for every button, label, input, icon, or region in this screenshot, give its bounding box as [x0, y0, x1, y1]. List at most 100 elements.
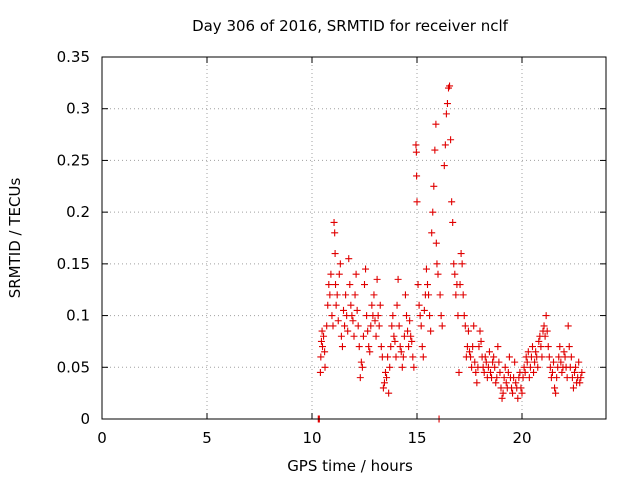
data-point — [481, 353, 489, 361]
data-point — [422, 265, 430, 273]
data-point — [401, 291, 409, 299]
data-point — [532, 348, 540, 356]
data-points — [314, 82, 586, 423]
data-point — [456, 281, 464, 289]
data-point — [405, 343, 413, 351]
data-point — [505, 353, 513, 361]
y-tick-label: 0.35 — [57, 48, 90, 66]
data-point — [340, 306, 347, 314]
data-point — [367, 322, 375, 330]
data-point — [407, 332, 415, 340]
data-point — [395, 322, 403, 330]
data-point — [447, 136, 455, 144]
data-point — [430, 182, 438, 190]
data-point — [358, 363, 366, 371]
data-point — [451, 270, 459, 278]
data-point — [393, 301, 401, 309]
data-point — [366, 348, 374, 356]
data-point — [493, 374, 501, 382]
data-point — [524, 348, 532, 356]
data-point — [470, 322, 478, 330]
data-point — [328, 312, 336, 320]
data-point — [437, 312, 445, 320]
data-point — [350, 332, 358, 340]
data-point — [459, 291, 467, 299]
data-point — [334, 317, 342, 325]
data-point — [525, 374, 533, 382]
data-point — [521, 368, 529, 376]
y-tick-label: 0.15 — [57, 255, 90, 273]
data-point — [417, 322, 425, 330]
data-point — [436, 291, 444, 299]
y-tick-label: 0.3 — [66, 100, 90, 118]
data-point — [324, 301, 332, 309]
data-point — [523, 358, 531, 366]
data-point — [332, 281, 340, 289]
data-point — [492, 379, 500, 387]
data-point — [364, 327, 372, 335]
data-point — [538, 353, 546, 361]
data-point — [348, 312, 356, 320]
data-point — [316, 368, 324, 376]
data-point — [335, 270, 343, 278]
data-point — [399, 353, 407, 361]
y-tick-label: 0.2 — [66, 203, 90, 221]
data-point — [504, 368, 512, 376]
data-point — [351, 291, 359, 299]
data-point — [346, 281, 354, 289]
data-point — [385, 389, 393, 397]
data-point — [455, 368, 463, 376]
y-tick-label: 0.05 — [57, 358, 90, 376]
data-point — [560, 348, 568, 356]
data-point — [467, 353, 475, 361]
x-tick-label: 10 — [302, 429, 321, 447]
data-point — [342, 291, 350, 299]
data-point — [323, 322, 331, 330]
data-point — [553, 374, 561, 382]
data-point — [556, 343, 564, 351]
data-point — [321, 363, 329, 371]
data-point — [448, 198, 456, 206]
data-point — [412, 141, 420, 149]
data-point — [410, 363, 418, 371]
data-point — [352, 270, 360, 278]
data-point — [326, 291, 334, 299]
data-point — [372, 332, 380, 340]
data-point — [317, 353, 325, 361]
data-point — [419, 353, 427, 361]
data-point — [349, 317, 357, 325]
data-point — [373, 275, 381, 283]
data-point — [578, 368, 586, 376]
data-point — [466, 348, 473, 356]
data-point — [565, 343, 573, 351]
data-point — [357, 358, 365, 366]
data-point — [392, 353, 400, 361]
data-point — [543, 327, 551, 335]
data-point — [396, 343, 404, 351]
data-point — [344, 327, 352, 335]
y-tick-label: 0.1 — [66, 307, 90, 325]
data-point — [502, 379, 510, 387]
data-point — [329, 322, 337, 330]
data-point — [427, 327, 435, 335]
data-point — [489, 358, 497, 366]
data-point — [400, 332, 408, 340]
data-point — [550, 358, 557, 366]
data-point — [518, 389, 526, 397]
data-point — [475, 343, 483, 351]
data-point — [368, 301, 376, 309]
data-point — [443, 100, 451, 108]
data-point — [332, 301, 340, 309]
data-point — [414, 281, 422, 289]
data-point — [425, 291, 433, 299]
data-point — [321, 348, 329, 356]
x-axis-label: GPS time / hours — [287, 457, 413, 475]
data-point — [441, 141, 449, 149]
data-point — [442, 110, 450, 118]
data-point — [487, 368, 494, 376]
data-point — [432, 239, 440, 247]
data-point — [390, 332, 398, 340]
data-point — [389, 312, 397, 320]
data-point — [555, 353, 563, 361]
data-point — [552, 389, 560, 397]
